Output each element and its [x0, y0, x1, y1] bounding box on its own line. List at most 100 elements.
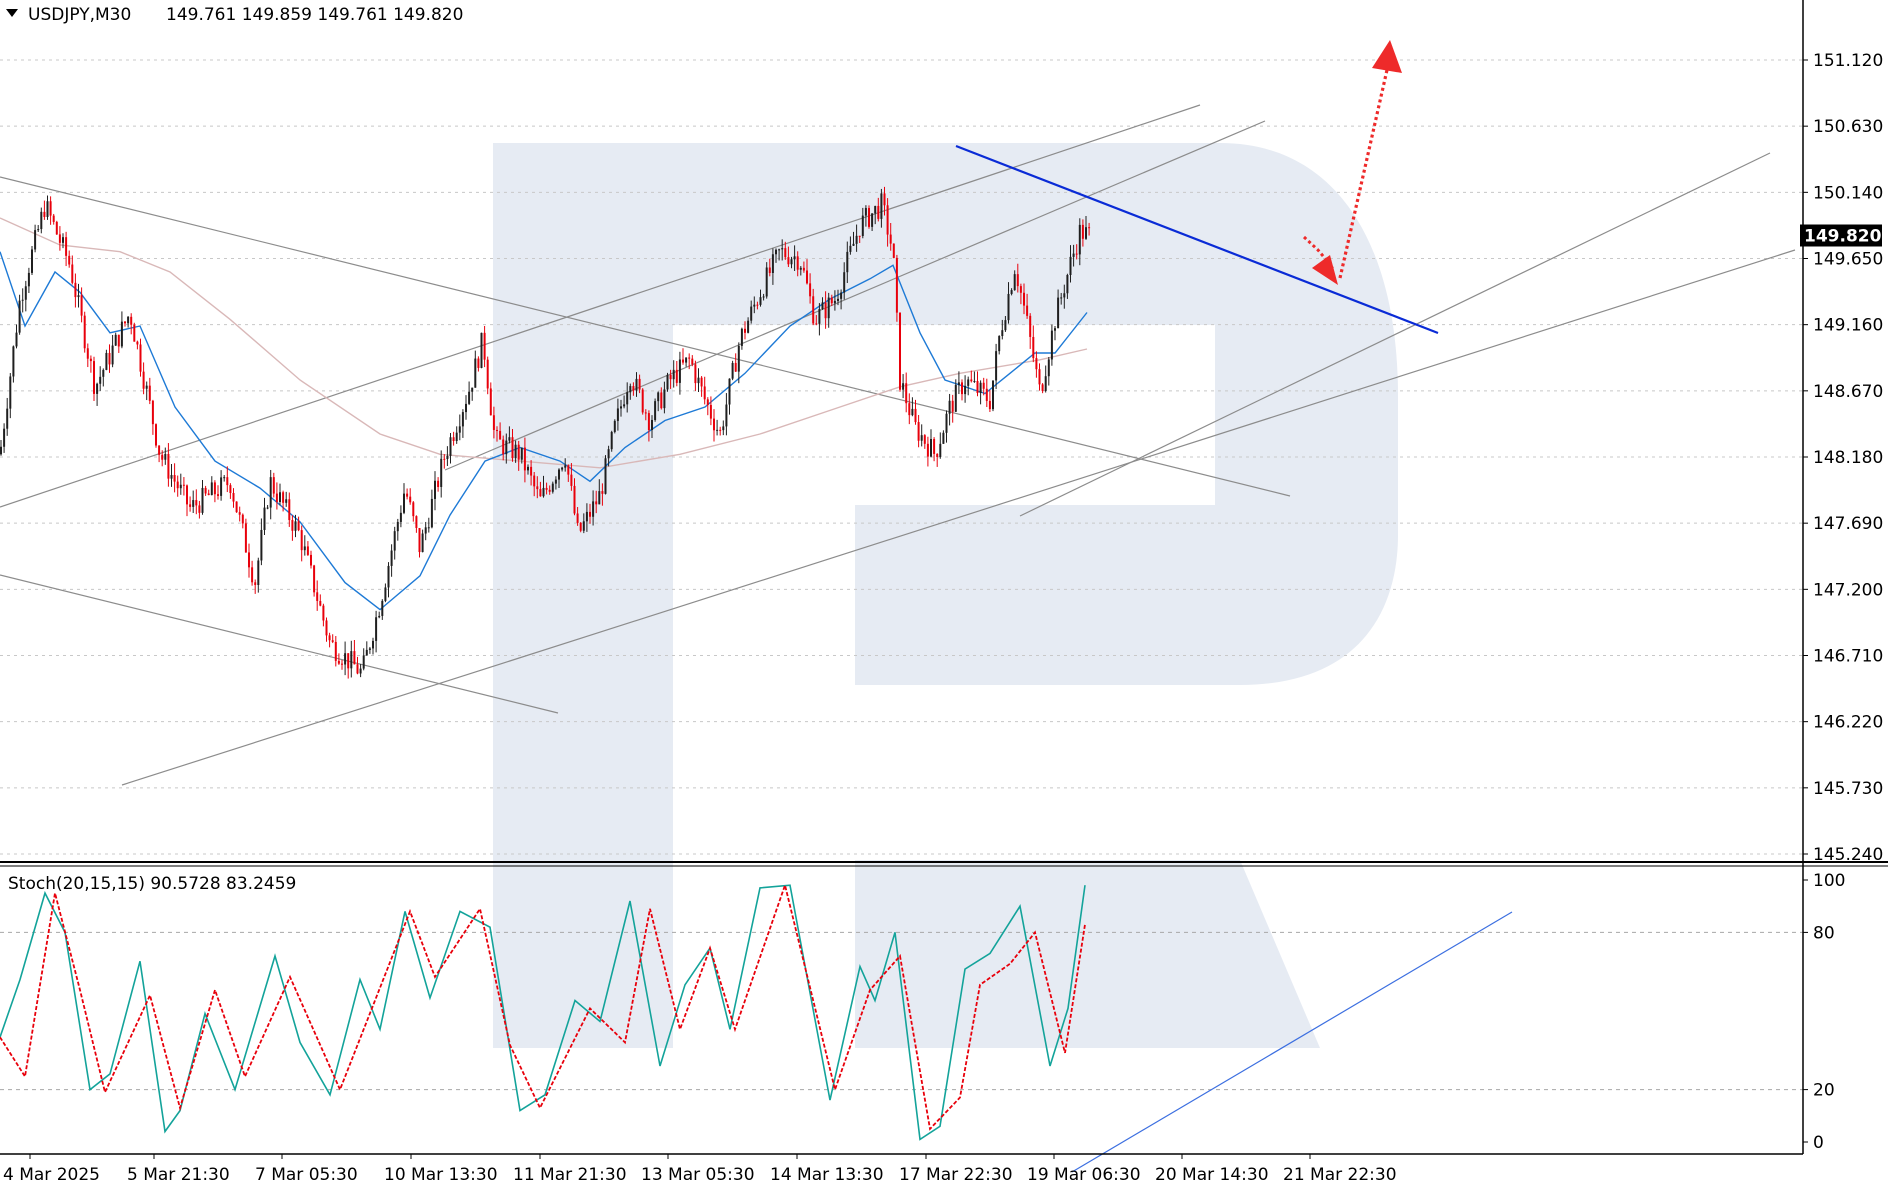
candle-body	[319, 600, 322, 606]
candle-body	[765, 267, 768, 297]
candle-body	[303, 546, 306, 551]
candle-body	[403, 493, 405, 513]
channel-line-5	[1019, 152, 1771, 517]
candle-body	[238, 512, 241, 515]
candle-body	[471, 387, 474, 392]
candle-body	[145, 385, 148, 389]
candle-body	[728, 378, 731, 405]
candle-body	[229, 485, 232, 494]
candle-body	[142, 371, 145, 389]
candle-body	[201, 487, 204, 513]
candle-body	[282, 492, 285, 503]
candle-body	[158, 445, 161, 455]
candle-body	[43, 211, 46, 217]
candle-body	[821, 302, 824, 310]
candle-body	[49, 201, 52, 216]
candle-body	[579, 522, 582, 531]
candle-body	[843, 272, 846, 293]
candle-body	[347, 653, 350, 669]
candle-body	[598, 491, 601, 505]
candle-body	[694, 364, 697, 384]
candle-body	[167, 453, 170, 479]
candle-body	[951, 400, 954, 412]
candle-body	[489, 388, 492, 416]
candle-body	[545, 487, 548, 490]
candle-body	[89, 358, 92, 362]
candle-body	[998, 336, 1001, 352]
candle-body	[291, 520, 294, 531]
price-axis: 151.120 150.630 150.140 149.650 149.160 148.6…	[1803, 51, 1883, 865]
dropdown-triangle-icon[interactable]	[6, 9, 18, 17]
candle-body	[406, 493, 409, 497]
candle-body	[334, 641, 337, 661]
candle-body	[511, 437, 514, 459]
candle-body	[368, 648, 371, 650]
candle-body	[592, 501, 595, 517]
candle-body	[1075, 253, 1078, 255]
candle-body	[539, 489, 542, 497]
candle-body	[713, 418, 715, 431]
price-tick-label-4: 149.160	[1813, 316, 1883, 336]
candle-body	[604, 458, 607, 494]
candle-body	[86, 348, 89, 359]
candle-body	[886, 205, 889, 235]
stoch-axis: 0 20 80 100	[1803, 871, 1845, 1153]
candle-body	[306, 546, 309, 555]
candle-body	[102, 369, 105, 377]
candle-body	[331, 640, 334, 642]
candle-body	[207, 493, 210, 496]
channel-line-1	[0, 574, 559, 714]
candle-body	[257, 560, 260, 585]
candle-body	[1044, 376, 1047, 391]
candle-body	[232, 493, 235, 502]
candle-body	[251, 567, 254, 583]
symbol-label: USDJPY,M30	[28, 5, 131, 25]
time-label-6: 14 Mar 13:30	[770, 1165, 884, 1185]
candle-body	[263, 507, 266, 530]
candle-body	[858, 235, 861, 237]
candle-body	[818, 309, 821, 324]
candle-body	[65, 237, 68, 256]
candle-body	[663, 389, 666, 409]
candle-body	[536, 486, 539, 490]
candle-body	[161, 454, 164, 460]
candle-body	[492, 415, 495, 430]
candle-body	[316, 592, 319, 601]
stoch-signal-line	[0, 882, 1086, 1131]
candle-body	[874, 205, 877, 214]
candle-body	[1001, 330, 1004, 337]
candle-body	[802, 267, 805, 271]
candle-body	[1023, 292, 1025, 306]
candle-body	[1019, 286, 1022, 293]
candle-body	[297, 521, 300, 531]
candle-body	[68, 255, 71, 265]
candle-body	[601, 491, 604, 494]
candle-body	[55, 221, 58, 235]
candle-body	[750, 306, 753, 321]
candle-body	[1010, 290, 1013, 294]
candle-body	[737, 345, 740, 372]
candle-body	[753, 304, 756, 307]
candle-body	[344, 653, 347, 665]
candle-body	[496, 429, 498, 431]
ma-slow-line	[0, 217, 1088, 469]
price-tick-label-7: 147.690	[1813, 514, 1883, 534]
time-label-8: 19 Mar 06:30	[1027, 1165, 1141, 1185]
candle-body	[40, 211, 43, 230]
time-axis: 4 Mar 2025 5 Mar 21:30 7 Mar 05:30 10 Mar 1…	[3, 1154, 1397, 1185]
candle-body	[179, 484, 182, 489]
candle-body	[111, 345, 114, 365]
candle-body	[310, 554, 312, 566]
candle-body	[871, 213, 874, 227]
candle-body	[570, 474, 573, 486]
stoch-tick-label-80: 80	[1813, 923, 1835, 943]
candle-body	[80, 295, 83, 316]
candle-body	[176, 481, 179, 489]
candle-body	[799, 267, 802, 270]
candle-body	[880, 193, 883, 219]
candle-body	[542, 487, 545, 497]
candle-body	[961, 382, 963, 395]
candle-body	[905, 383, 908, 404]
candle-body	[917, 422, 920, 441]
candle-body	[285, 499, 288, 503]
